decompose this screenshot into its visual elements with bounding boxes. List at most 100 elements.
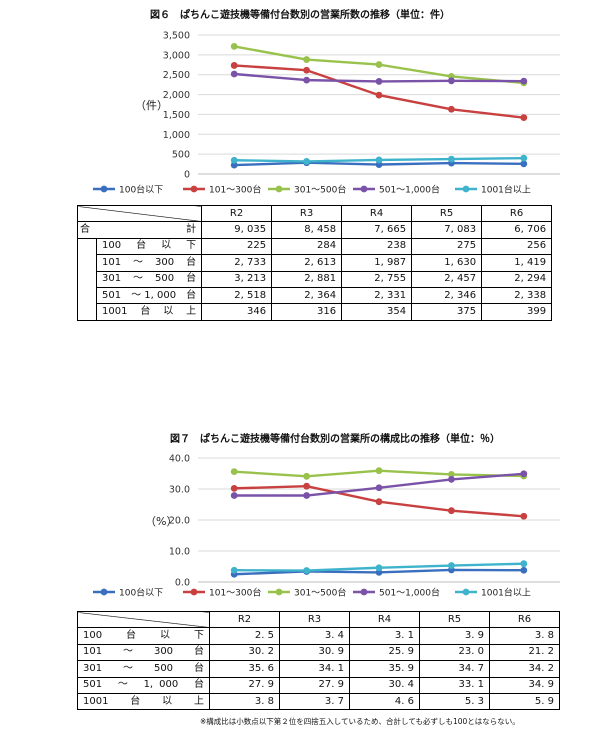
table-cell: 3. 7 — [279, 692, 350, 711]
table-cell: 2, 346 — [411, 286, 483, 305]
legend-label: 301〜500台 — [294, 587, 346, 599]
y-tick-label: 40.0 — [169, 454, 190, 465]
row-label: 301 〜 500 台 — [95, 270, 203, 288]
data-point — [448, 471, 455, 478]
data-point — [230, 70, 238, 78]
table-row: 301 〜 500 台 35. 6 34. 1 35. 9 34. 7 34. … — [77, 660, 560, 678]
table-cell: 8, 458 — [271, 221, 343, 239]
data-point — [448, 475, 455, 483]
data-point — [303, 472, 310, 480]
table-header-cell: R2 — [201, 204, 273, 223]
fig7-footnote: ※構成比は小数点以下第２位を四捨五入しているため、合計しても必ずしも100とはな… — [200, 717, 520, 726]
table-row-total: 合 計 9, 035 8, 458 7, 665 7, 083 6, 706 — [76, 221, 553, 239]
table-cell: 7, 083 — [411, 221, 483, 239]
legend-label: 101〜300台 — [209, 587, 261, 599]
data-point — [520, 114, 528, 122]
table-header-cell: R3 — [279, 610, 350, 629]
table-cell: 3, 213 — [201, 270, 273, 288]
table-cell: 3. 8 — [489, 627, 560, 645]
data-point — [448, 507, 455, 515]
table-cell: 35. 6 — [209, 660, 280, 678]
y-tick-label: 20.0 — [169, 516, 190, 527]
table-cell: 2, 338 — [481, 286, 553, 305]
table-cell: 2, 881 — [271, 270, 343, 288]
table-cell: 30. 2 — [209, 643, 280, 662]
row-label: 501 〜 1, 000 台 — [95, 286, 203, 305]
table-cell: 346 — [201, 303, 273, 321]
data-point — [520, 566, 528, 574]
legend-marker — [275, 588, 283, 596]
data-point — [230, 42, 238, 50]
table-cell: 7, 665 — [341, 221, 413, 239]
table-cell: 284 — [271, 237, 343, 256]
data-point — [230, 62, 238, 69]
y-tick-label: 0 — [184, 170, 190, 181]
data-point — [303, 567, 310, 574]
table-cell: 27. 9 — [209, 676, 280, 694]
row-label: 101 〜 300 台 — [95, 254, 203, 272]
data-point — [375, 498, 383, 506]
table-row: 1001 台 以 上 3. 8 3. 7 4. 6 5. 3 5. 9 — [77, 692, 560, 711]
fig6-title: 図６ ぱちんこ遊技機等備付台数別の営業所数の推移（単位：件） — [150, 10, 450, 21]
y-axis-label: （件） — [135, 99, 168, 112]
legend-marker — [360, 185, 368, 193]
table-row: 301 〜 500 台 3, 213 2, 881 2, 755 2, 457 … — [78, 270, 553, 288]
data-point — [375, 61, 383, 68]
data-point — [230, 468, 238, 476]
y-tick-label: 500 — [172, 150, 190, 161]
data-point — [375, 467, 383, 475]
table-indent-cell — [77, 237, 97, 321]
total-label-cell: 合 計 — [76, 221, 203, 239]
series-line — [234, 64, 524, 119]
table-cell: 316 — [271, 303, 343, 321]
data-point — [375, 91, 383, 99]
row-label: 501 〜 1, 000 台 — [77, 676, 210, 694]
table-cell: 4. 6 — [349, 692, 420, 711]
fig7-line-chart: 0.0 10.0 20.0 30.0 40.0 （%） 100台以下 101〜300台 301〜… — [93, 454, 560, 599]
legend-marker — [190, 588, 198, 596]
table-cell: 34. 2 — [489, 660, 560, 678]
legend-label: 100台以下 — [119, 184, 163, 196]
data-point — [520, 77, 528, 85]
table-cell: 1, 987 — [341, 254, 413, 272]
data-point — [375, 568, 383, 576]
table-cell: 34. 1 — [279, 660, 350, 678]
legend-label: 101〜300台 — [209, 184, 261, 196]
table-cell: 2, 518 — [201, 286, 273, 305]
fig7-title: 図７ ぱちんこ遊技機等備付台数別の営業所の構成比の推移（単位：％） — [170, 434, 500, 445]
table-cell: 3. 9 — [419, 627, 490, 645]
table-row: 1001 台 以 上 346 316 354 375 399 — [78, 303, 553, 321]
table-cell: 34. 9 — [489, 676, 560, 694]
legend-marker — [275, 185, 283, 193]
row-label: 1001 台 以 上 — [95, 303, 203, 321]
legend-marker — [100, 185, 108, 193]
data-point — [448, 77, 455, 85]
table-corner-cell — [76, 204, 203, 223]
y-tick-label: 1,500 — [163, 110, 190, 121]
table-cell: 354 — [341, 303, 413, 321]
data-point — [520, 154, 528, 162]
data-point — [303, 158, 310, 165]
table-cell: 25. 9 — [349, 643, 420, 662]
table-cell: 6, 706 — [481, 221, 553, 239]
data-point — [520, 512, 528, 520]
data-point — [303, 56, 310, 63]
data-point — [448, 155, 455, 163]
table-cell: 2, 755 — [341, 270, 413, 288]
y-tick-label: 2,500 — [163, 70, 190, 81]
legend-label: 100台以下 — [119, 587, 163, 599]
data-point — [230, 161, 238, 169]
data-point — [448, 105, 455, 113]
row-label: 1001 台 以 上 — [77, 692, 210, 711]
table-header-cell: R4 — [349, 610, 420, 629]
table-cell: 34. 7 — [419, 660, 490, 678]
y-tick-label: 3,500 — [163, 31, 190, 42]
table-header-cell: R2 — [209, 610, 280, 629]
table-cell: 225 — [201, 237, 273, 256]
table-cell: 1, 630 — [411, 254, 483, 272]
legend-label: 501〜1,000台 — [379, 184, 440, 196]
total-label-start: 合 — [80, 224, 90, 236]
table-cell: 2, 613 — [271, 254, 343, 272]
table-cell: 30. 4 — [349, 676, 420, 694]
table-cell: 2, 457 — [411, 270, 483, 288]
